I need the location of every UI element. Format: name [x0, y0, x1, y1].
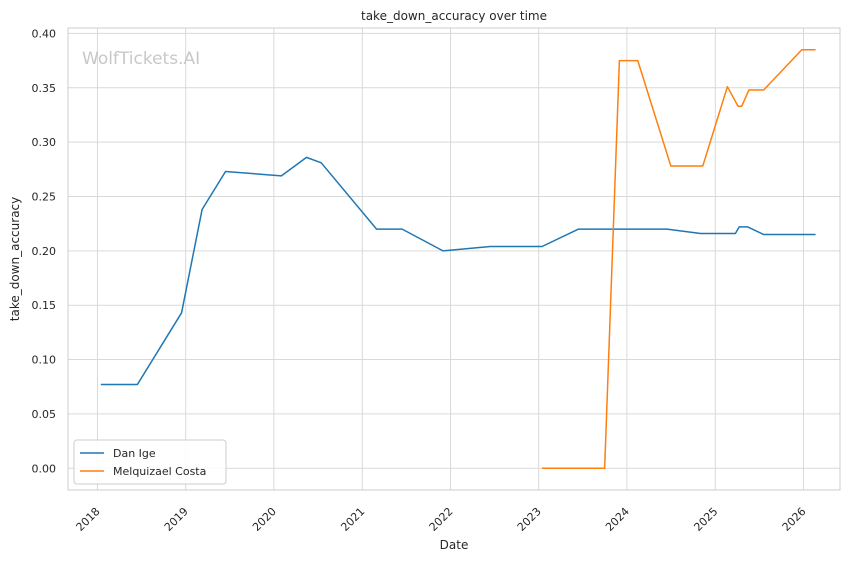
legend-box — [73, 439, 227, 485]
plot-area-frame — [67, 27, 841, 491]
y-tick-label: 0.20 — [32, 245, 57, 258]
y-axis-ticks: 0.00 0.05 0.10 0.15 0.20 0.25 0.30 0.35 0.40 — [32, 27, 57, 475]
y-tick-label: 0.05 — [32, 408, 57, 421]
watermark: WolfTickets.AI — [82, 49, 200, 69]
y-tick-label: 0.10 — [32, 354, 57, 367]
grid — [68, 28, 840, 490]
y-tick-label: 0.30 — [32, 136, 57, 149]
legend-label: Dan Ige — [113, 447, 156, 460]
legend-label: Melquizael Costa — [113, 465, 206, 478]
series-line — [100, 156, 816, 386]
y-tick-label: 0.25 — [32, 190, 57, 203]
x-axis-title: Date — [440, 538, 469, 552]
y-tick-label: 0.15 — [32, 299, 57, 312]
y-tick-label: 0.35 — [32, 82, 57, 95]
y-tick-label: 0.00 — [32, 462, 57, 475]
series-lines — [100, 48, 816, 470]
chart-title: take_down_accuracy over time — [361, 9, 547, 23]
legend: Dan Ige Melquizael Costa — [73, 439, 227, 485]
series-line — [542, 48, 816, 470]
y-axis-title: take_down_accuracy — [8, 197, 22, 321]
y-tick-label: 0.40 — [32, 27, 57, 40]
